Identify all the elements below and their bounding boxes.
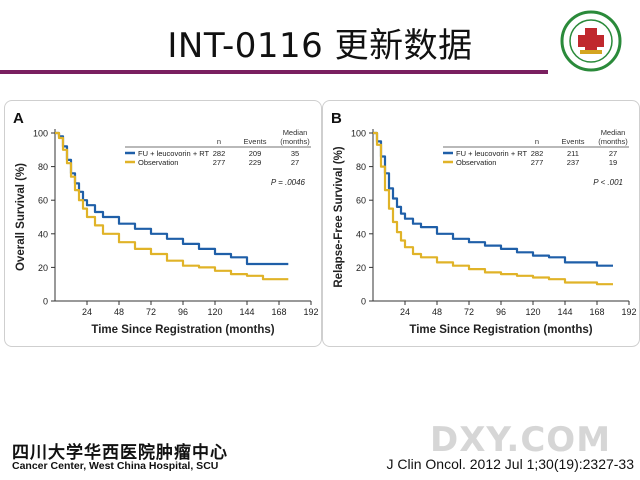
relapse-free-survival-chart: B 0 20 40 60 80 100 24 48 72 96 120 144 168 192 Time Si… <box>331 110 637 336</box>
y-tick-label: 0 <box>43 297 48 307</box>
series-line-fu-leucovorin-rt <box>373 131 613 267</box>
x-tick-label: 48 <box>114 307 124 317</box>
panel-label: B <box>331 110 342 127</box>
y-tick-label: 20 <box>38 263 48 273</box>
legend-n-value: 282 <box>531 149 544 158</box>
overall-survival-panel: A 0 20 40 60 80 100 24 48 72 96 120 144 168 192 Time Si… <box>4 100 322 347</box>
table-header-n: n <box>217 137 221 146</box>
x-tick-label: 144 <box>239 307 254 317</box>
y-tick-label: 0 <box>361 297 366 307</box>
y-tick-label: 100 <box>33 129 48 139</box>
table-header-n: n <box>535 137 539 146</box>
y-tick-label: 60 <box>356 196 366 206</box>
y-axis-label: Overall Survival (%) <box>15 163 27 271</box>
series-line-observation <box>373 131 613 286</box>
overall-survival-chart: A 0 20 40 60 80 100 24 48 72 96 120 144 168 192 Time Si… <box>13 110 319 336</box>
legend-n-value: 277 <box>213 158 226 167</box>
table-header-events: Events <box>244 137 267 146</box>
y-tick-label: 40 <box>38 229 48 239</box>
x-axis-label: Time Since Registration (months) <box>409 324 592 336</box>
title-divider <box>0 70 548 74</box>
table-header-median-unit: (months) <box>280 137 310 146</box>
table-header-median: Median <box>283 128 308 137</box>
page-title: INT-0116 更新数据 <box>167 26 473 66</box>
table-header-events: Events <box>562 137 585 146</box>
x-tick-label: 192 <box>621 307 636 317</box>
y-tick-label: 20 <box>356 263 366 273</box>
table-header-median: Median <box>601 128 626 137</box>
x-tick-label: 48 <box>432 307 442 317</box>
y-tick-label: 60 <box>38 196 48 206</box>
y-tick-label: 40 <box>356 229 366 239</box>
legend-series-name: Observation <box>456 158 496 167</box>
p-value-annotation: P < .001 <box>593 178 623 187</box>
x-axis-label: Time Since Registration (months) <box>91 324 274 336</box>
legend-events-value: 209 <box>249 149 262 158</box>
y-tick-label: 100 <box>351 129 366 139</box>
legend-median-value: 27 <box>291 158 299 167</box>
y-axis-label: Relapse-Free Survival (%) <box>333 146 345 287</box>
x-tick-label: 144 <box>557 307 572 317</box>
citation: J Clin Oncol. 2012 Jul 1;30(19):2327-33 <box>386 456 634 472</box>
x-tick-label: 120 <box>525 307 540 317</box>
institution-name-en: Cancer Center, West China Hospital, SCU <box>12 460 219 472</box>
legend-n-value: 277 <box>531 158 544 167</box>
institution-name-cn: 四川大学华西医院肿瘤中心 <box>12 443 228 463</box>
hospital-logo-icon <box>560 10 622 72</box>
x-tick-label: 96 <box>178 307 188 317</box>
legend-median-value: 19 <box>609 158 617 167</box>
x-tick-label: 72 <box>464 307 474 317</box>
y-tick-label: 80 <box>356 162 366 172</box>
legend-events-value: 237 <box>567 158 580 167</box>
legend-series-name: FU + leucovorin + RT <box>456 149 528 158</box>
y-tick-label: 80 <box>38 162 48 172</box>
legend-median-value: 27 <box>609 149 617 158</box>
x-tick-label: 168 <box>271 307 286 317</box>
series-line-observation <box>55 131 289 281</box>
x-tick-label: 24 <box>400 307 410 317</box>
p-value-annotation: P = .0046 <box>271 178 306 187</box>
legend-series-name: FU + leucovorin + RT <box>138 149 210 158</box>
legend-n-value: 282 <box>213 149 226 158</box>
series-line-fu-leucovorin-rt <box>55 131 289 266</box>
x-tick-label: 96 <box>496 307 506 317</box>
legend-events-value: 229 <box>249 158 262 167</box>
x-tick-label: 24 <box>82 307 92 317</box>
watermark: DXY.COM <box>430 420 612 460</box>
relapse-free-survival-panel: B 0 20 40 60 80 100 24 48 72 96 120 144 168 192 Time Si… <box>322 100 640 347</box>
panel-label: A <box>13 110 24 127</box>
legend-series-name: Observation <box>138 158 178 167</box>
table-header-median-unit: (months) <box>598 137 628 146</box>
x-tick-label: 168 <box>589 307 604 317</box>
x-tick-label: 120 <box>207 307 222 317</box>
legend-events-value: 211 <box>567 149 579 158</box>
x-tick-label: 72 <box>146 307 156 317</box>
x-tick-label: 192 <box>303 307 318 317</box>
legend-median-value: 35 <box>291 149 299 158</box>
